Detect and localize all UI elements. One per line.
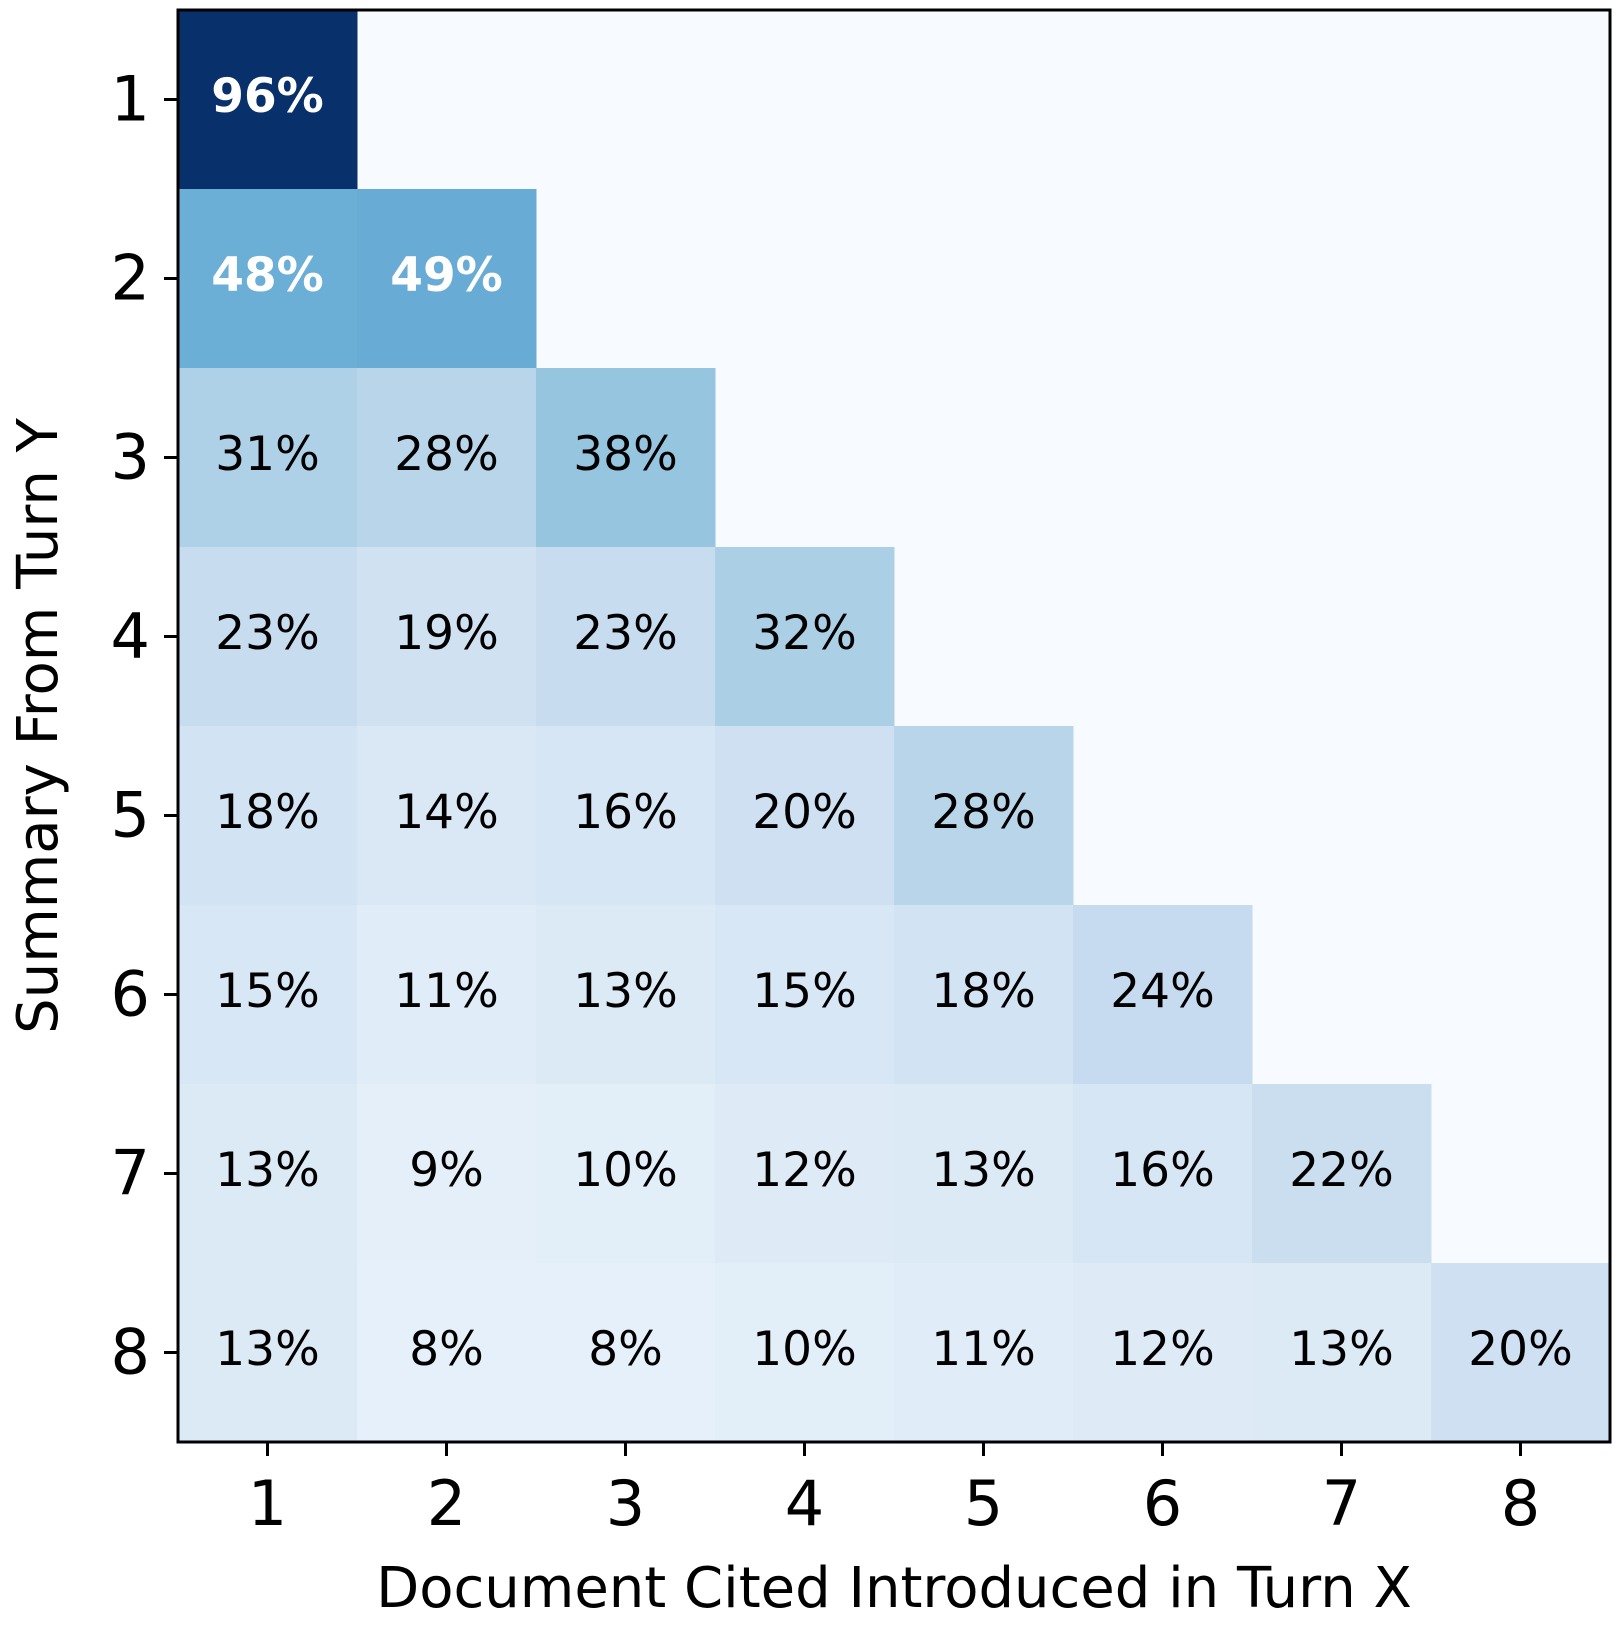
- x-tick-label: 7: [1322, 1467, 1361, 1540]
- cell-label: 49%: [390, 248, 503, 303]
- y-tick-label: 3: [111, 421, 150, 494]
- x-axis-label: Document Cited Introduced in Turn X: [376, 1556, 1412, 1621]
- heatmap-cell: [894, 1263, 1074, 1443]
- cell-label: 20%: [752, 785, 856, 840]
- cell-label: 10%: [573, 1143, 677, 1198]
- cell-label: 28%: [394, 427, 498, 482]
- heatmap-cell: [715, 726, 895, 906]
- heatmap-cell: [357, 905, 537, 1085]
- heatmap-cell: [1252, 1084, 1432, 1264]
- heatmap-cell: [178, 726, 358, 906]
- cell-label: 24%: [1110, 964, 1214, 1019]
- x-tick-label: 3: [606, 1467, 645, 1540]
- cell-label: 13%: [215, 1143, 319, 1198]
- plot-frame: [176, 8, 1612, 1444]
- cell-label: 16%: [1110, 1143, 1214, 1198]
- y-tick-label: 2: [111, 242, 150, 315]
- heatmap-cell: [536, 368, 716, 548]
- heatmap-cell: [357, 1084, 537, 1264]
- x-tick-label: 2: [427, 1467, 466, 1540]
- heatmap-cell: [357, 189, 537, 369]
- cell-label: 23%: [573, 606, 677, 661]
- heatmap-cell: [178, 10, 358, 190]
- cell-label: 48%: [211, 248, 324, 303]
- cell-label: 22%: [1289, 1143, 1393, 1198]
- cell-label: 23%: [215, 606, 319, 661]
- cell-label: 13%: [573, 964, 677, 1019]
- heatmap-cell: [894, 1084, 1074, 1264]
- cell-label: 8%: [409, 1322, 484, 1377]
- heatmap-cell: [715, 1084, 895, 1264]
- x-tick-label: 4: [785, 1467, 824, 1540]
- heatmap-cell: [536, 1263, 716, 1443]
- y-tick-label: 7: [111, 1137, 150, 1210]
- heatmap-cell: [178, 1263, 358, 1443]
- y-tick-label: 6: [111, 958, 150, 1031]
- heatmap-cell: [536, 726, 716, 906]
- heatmap-cell: [357, 726, 537, 906]
- cell-label: 14%: [394, 785, 498, 840]
- cell-label: 12%: [1110, 1322, 1214, 1377]
- y-tick-label: 8: [111, 1316, 150, 1389]
- cell-label: 10%: [752, 1322, 856, 1377]
- cell-label: 8%: [588, 1322, 663, 1377]
- heatmap-cell: [536, 905, 716, 1085]
- cell-label: 9%: [409, 1143, 484, 1198]
- cell-label: 28%: [931, 785, 1035, 840]
- heatmap-cell: [178, 547, 358, 727]
- cell-label: 13%: [215, 1322, 319, 1377]
- y-axis-label: Summary From Turn Y: [6, 417, 71, 1033]
- heatmap-cell: [357, 1263, 537, 1443]
- cell-label: 16%: [573, 785, 677, 840]
- x-tick-label: 1: [248, 1467, 287, 1540]
- heatmap-cell: [178, 189, 358, 369]
- cell-label: 19%: [394, 606, 498, 661]
- heatmap-cell: [536, 547, 716, 727]
- cell-label: 18%: [215, 785, 319, 840]
- cell-label: 12%: [752, 1143, 856, 1198]
- cell-label: 20%: [1468, 1322, 1572, 1377]
- heatmap-cell: [715, 547, 895, 727]
- heatmap-cell: [357, 547, 537, 727]
- heatmap-cell: [536, 1084, 716, 1264]
- cell-label: 11%: [394, 964, 498, 1019]
- x-tick-label: 6: [1143, 1467, 1182, 1540]
- cell-label: 96%: [211, 69, 324, 124]
- heatmap-cell: [178, 368, 358, 548]
- heatmap-cell: [1073, 905, 1253, 1085]
- heatmap-cell: [1073, 1263, 1253, 1443]
- heatmap-cell: [1431, 1263, 1611, 1443]
- y-tick-label: 4: [111, 600, 150, 673]
- heatmap-cell: [894, 726, 1074, 906]
- cell-label: 15%: [752, 964, 856, 1019]
- heatmap-cell: [357, 368, 537, 548]
- x-tick-label: 5: [964, 1467, 1003, 1540]
- heatmap-cell: [178, 905, 358, 1085]
- cell-label: 31%: [215, 427, 319, 482]
- cell-label: 11%: [931, 1322, 1035, 1377]
- cell-label: 15%: [215, 964, 319, 1019]
- cell-label: 18%: [931, 964, 1035, 1019]
- heatmap-cell: [1073, 1084, 1253, 1264]
- heatmap-cell: [894, 905, 1074, 1085]
- y-tick-label: 1: [111, 63, 150, 136]
- heatmap-cell: [715, 1263, 895, 1443]
- heatmap-cell: [715, 905, 895, 1085]
- y-tick-label: 5: [111, 779, 150, 852]
- cell-label: 38%: [573, 427, 677, 482]
- x-tick-label: 8: [1501, 1467, 1540, 1540]
- cell-label: 32%: [752, 606, 856, 661]
- heatmap-cell: [1252, 1263, 1432, 1443]
- heatmap-cell: [178, 1084, 358, 1264]
- cell-label: 13%: [1289, 1322, 1393, 1377]
- cell-label: 13%: [931, 1143, 1035, 1198]
